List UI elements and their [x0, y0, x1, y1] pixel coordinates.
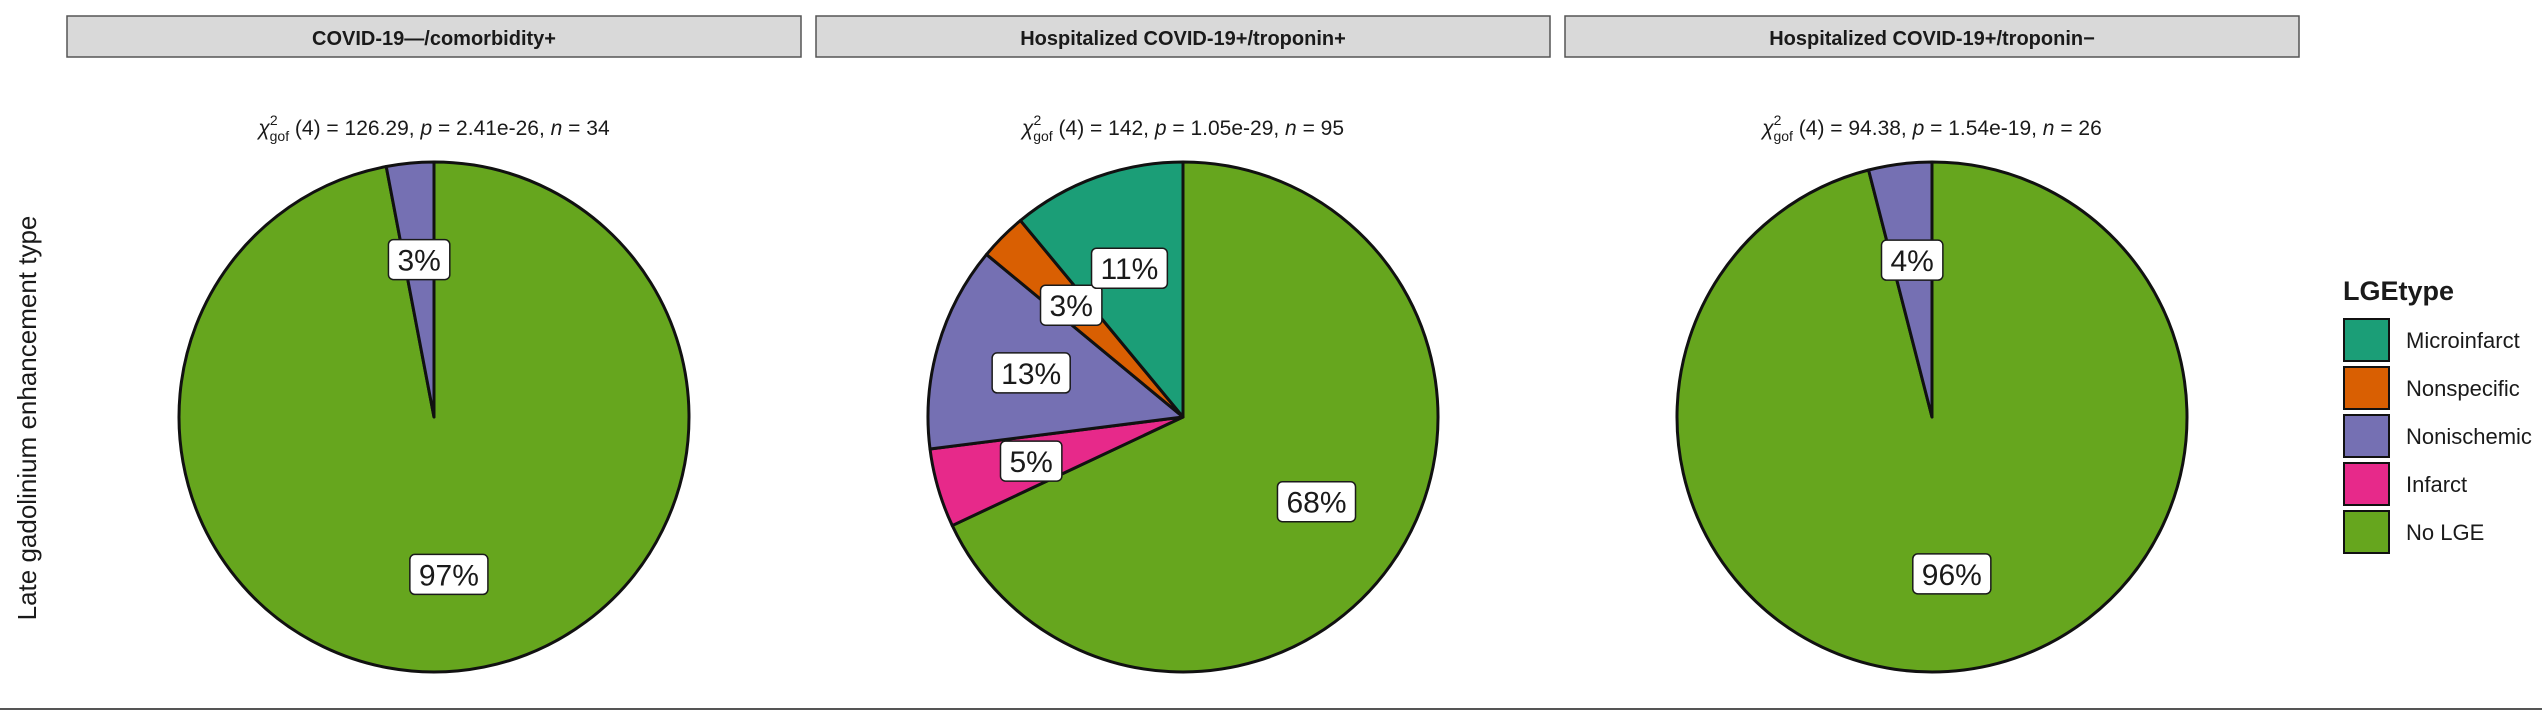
legend-item: No LGE — [2343, 510, 2484, 554]
svg-text:4%: 4% — [1891, 245, 1934, 278]
legend-items: Microinfarct Nonspecific Nonischemic Infarc… — [2343, 318, 2532, 554]
legend-swatch — [2343, 366, 2390, 410]
legend: LGEtype Microinfarct Nonspecific Nonischem… — [2343, 276, 2532, 554]
legend-label: Nonspecific — [2406, 376, 2520, 401]
pie-slice-nonischemic — [384, 160, 436, 419]
slice-label: 68% — [1276, 480, 1357, 523]
legend-label: Nonischemic — [2406, 424, 2532, 449]
legend-label: Infarct — [2406, 472, 2467, 497]
svg-text:97%: 97% — [419, 559, 479, 592]
slice-label: 3% — [387, 238, 451, 281]
svg-text:68%: 68% — [1286, 487, 1346, 520]
pie-panel: Hospitalized COVID-19+/troponin− χ2 gof (4… — [1564, 15, 2300, 674]
facet-strip — [66, 15, 802, 58]
legend-item: Infarct — [2343, 462, 2467, 506]
stat-subtitle: χ2 gof (4) = 142, p = 1.05e-29, n = 95 — [1020, 112, 1344, 144]
slice-label: 11% — [1090, 247, 1169, 289]
legend-title: LGEtype — [2343, 276, 2454, 306]
slice-label: 5% — [999, 440, 1063, 482]
slice-label: 13% — [991, 352, 1071, 394]
legend-swatch — [2343, 318, 2390, 362]
panel-title: COVID-19—/comorbidity+ — [312, 28, 556, 50]
svg-text:96%: 96% — [1922, 559, 1982, 592]
legend-item: Nonischemic — [2343, 414, 2532, 458]
svg-text:13%: 13% — [1001, 358, 1061, 391]
facet-strip — [815, 15, 1551, 58]
pie-slice-nonischemic — [926, 252, 1185, 451]
pie-panel: Hospitalized COVID-19+/troponin+ χ2 gof (4… — [815, 15, 1551, 674]
panel-title: Hospitalized COVID-19+/troponin− — [1769, 28, 2095, 50]
slice-label: 4% — [1880, 239, 1944, 281]
svg-text:3%: 3% — [397, 245, 440, 278]
facet-strip — [1564, 15, 2300, 58]
pie-slice-nonischemic — [1867, 160, 1934, 419]
slice-label: 3% — [1039, 284, 1103, 326]
legend-swatch — [2343, 510, 2390, 554]
slice-label: 96% — [1912, 553, 1992, 595]
svg-text:3%: 3% — [1050, 290, 1093, 323]
stat-subtitle: χ2 gof (4) = 126.29, p = 2.41e-26, n = 34 — [256, 112, 610, 144]
panel-title: Hospitalized COVID-19+/troponin+ — [1020, 28, 1346, 50]
svg-text:5%: 5% — [1009, 446, 1052, 479]
pie-panels: COVID-19—/comorbidity+ χ2 gof (4) = 126.29… — [66, 15, 2300, 674]
slice-label: 97% — [409, 553, 489, 596]
pie-panel: COVID-19—/comorbidity+ χ2 gof (4) = 126.29… — [66, 15, 802, 674]
legend-item: Nonspecific — [2343, 366, 2520, 410]
stat-subtitle: χ2 gof (4) = 94.38, p = 1.54e-19, n = 26 — [1760, 112, 2102, 144]
legend-swatch — [2343, 462, 2390, 506]
y-axis-label: Late gadolinium enhancement type — [12, 216, 42, 621]
pie-slice-no-lge — [950, 160, 1440, 674]
legend-item: Microinfarct — [2343, 318, 2520, 362]
legend-swatch — [2343, 414, 2390, 458]
legend-label: Microinfarct — [2406, 328, 2520, 353]
legend-label: No LGE — [2406, 520, 2484, 545]
svg-text:11%: 11% — [1101, 253, 1159, 286]
